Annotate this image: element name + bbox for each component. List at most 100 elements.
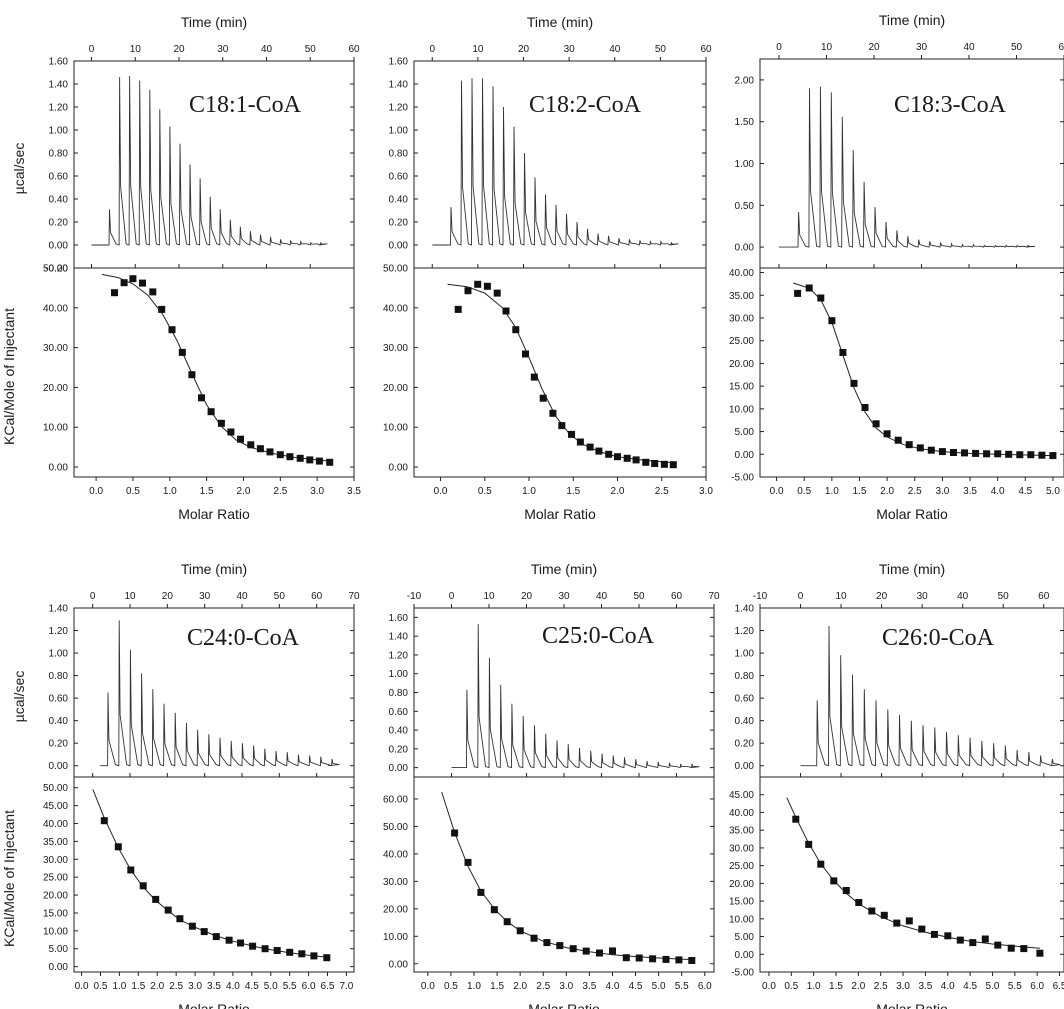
- data-point: [464, 858, 472, 866]
- time-tick-label: 60: [311, 591, 323, 602]
- enthalpy-tick-label: 10.00: [43, 423, 68, 434]
- molar-ratio-tick-label: 3.0: [188, 981, 202, 992]
- data-point: [477, 888, 485, 896]
- molar-ratio-tick-label: 5.0: [264, 981, 278, 992]
- power-tick-label: 0.80: [49, 671, 69, 682]
- data-point: [512, 326, 520, 334]
- enthalpy-tick-label: 35.00: [43, 837, 68, 848]
- data-point: [805, 840, 813, 848]
- time-tick-label: 70: [348, 591, 360, 602]
- molar-ratio-tick-label: 5.5: [675, 981, 689, 992]
- power-tick-label: 1.40: [49, 604, 69, 615]
- power-tick-label: 1.20: [49, 626, 69, 637]
- power-tick-label: 0.80: [735, 671, 755, 682]
- power-tick-label: 1.50: [735, 117, 755, 128]
- data-point: [539, 394, 547, 402]
- enthalpy-tick-label: 30.00: [383, 877, 408, 888]
- data-point: [451, 829, 459, 837]
- power-tick-label: 0.20: [389, 744, 409, 755]
- enthalpy-tick-label: 5.00: [49, 944, 69, 955]
- data-point: [632, 456, 640, 464]
- enthalpy-tick-label: 15.00: [729, 897, 754, 908]
- molar-ratio-tick-label: 0.0: [770, 486, 784, 497]
- isotherm-frame: [413, 776, 715, 973]
- enthalpy-tick-label: 40.00: [43, 303, 68, 314]
- compound-label: C26:0-CoA: [882, 625, 995, 651]
- data-point: [1036, 949, 1044, 957]
- raw-heat-trace: [451, 623, 700, 769]
- molar-ratio-tick-label: 1.5: [566, 486, 580, 497]
- data-point: [200, 928, 208, 936]
- molar-ratio-tick-label: 0.5: [797, 486, 811, 497]
- time-tick-label: 10: [130, 44, 142, 55]
- molar-ratio-tick-label: 0.5: [478, 486, 492, 497]
- data-point: [100, 817, 108, 825]
- isotherm-frame: [759, 776, 1064, 973]
- data-point: [861, 404, 869, 411]
- molar-ratio-tick-label: 3.5: [347, 486, 361, 497]
- molar-ratio-axis-title: Molar Ratio: [524, 506, 596, 522]
- time-tick-label: 40: [261, 44, 273, 55]
- data-point: [569, 945, 577, 953]
- enthalpy-tick-label: 45.00: [43, 801, 68, 812]
- data-point: [642, 458, 650, 466]
- power-tick-label: 0.00: [735, 243, 755, 254]
- enthalpy-tick-label: 15.00: [43, 908, 68, 919]
- data-point: [916, 444, 924, 452]
- data-point: [817, 860, 825, 868]
- data-point: [323, 954, 331, 962]
- power-tick-label: 1.00: [389, 126, 409, 137]
- data-point: [139, 279, 146, 287]
- enthalpy-tick-label: 10.00: [383, 932, 408, 943]
- enthalpy-axis-title: KCal/Mole of Injectant: [1, 810, 17, 947]
- data-point: [576, 438, 584, 446]
- data-point: [198, 394, 205, 402]
- data-point: [614, 453, 621, 461]
- molar-ratio-tick-label: 5.0: [1046, 486, 1060, 497]
- molar-ratio-tick-label: 6.5: [1053, 981, 1064, 992]
- data-point: [893, 919, 901, 927]
- molar-ratio-tick-label: 3.5: [207, 981, 221, 992]
- data-point: [558, 422, 566, 430]
- enthalpy-tick-label: 40.00: [383, 849, 408, 860]
- data-point: [543, 939, 551, 947]
- time-tick-label: 10: [483, 591, 495, 602]
- molar-ratio-axis-title: Molar Ratio: [528, 1001, 600, 1009]
- molar-ratio-tick-label: 1.5: [853, 486, 867, 497]
- itc-panel-C24:0-CoA: 0 10 20 30 40 50 60 70 Time (min) 0.00 0.20 0.40 0.6…: [1, 561, 360, 1009]
- enthalpy-tick-label: 50.00: [383, 822, 408, 833]
- data-point: [152, 895, 160, 903]
- molar-ratio-tick-label: 1.0: [467, 981, 481, 992]
- data-point: [568, 430, 575, 438]
- power-tick-label: 0.80: [49, 149, 69, 160]
- enthalpy-tick-label: 20.00: [43, 383, 68, 394]
- data-point: [158, 305, 166, 313]
- data-point: [586, 443, 594, 451]
- data-point: [549, 409, 557, 417]
- data-point: [111, 289, 118, 297]
- power-tick-label: 1.40: [389, 632, 409, 643]
- molar-ratio-tick-label: 6.5: [321, 981, 335, 992]
- data-point: [188, 922, 196, 930]
- molar-ratio-tick-label: 6.0: [1030, 981, 1044, 992]
- power-tick-label: 0.40: [389, 726, 409, 737]
- enthalpy-tick-label: 25.00: [729, 861, 754, 872]
- enthalpy-tick-label: 0.00: [49, 463, 69, 474]
- molar-ratio-tick-label: 2.5: [169, 981, 183, 992]
- time-tick-label: 30: [564, 44, 576, 55]
- molar-ratio-tick-label: 4.5: [629, 981, 643, 992]
- data-point: [217, 419, 225, 427]
- molar-ratio-tick-label: 2.5: [908, 486, 922, 497]
- power-tick-label: 0.00: [49, 761, 69, 772]
- power-tick-label: 2.00: [735, 75, 755, 86]
- data-point: [237, 435, 244, 443]
- compound-label: C18:3-CoA: [894, 92, 1007, 118]
- molar-ratio-tick-label: 0.0: [89, 486, 103, 497]
- molar-ratio-tick-label: 3.0: [559, 981, 573, 992]
- enthalpy-tick-label: 0.00: [735, 450, 755, 461]
- data-point: [286, 948, 294, 956]
- itc-panel-C18:1-CoA: 0 10 20 30 40 50 60 Time (min) -0.20 0.00 0.20 0.40…: [1, 14, 361, 522]
- molar-ratio-tick-label: 2.0: [150, 981, 164, 992]
- power-tick-label: 0.60: [49, 172, 69, 183]
- time-tick-label: 20: [162, 591, 174, 602]
